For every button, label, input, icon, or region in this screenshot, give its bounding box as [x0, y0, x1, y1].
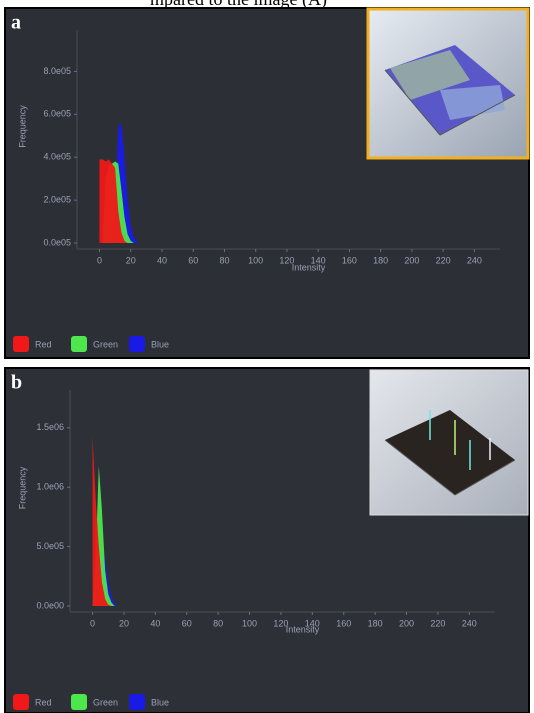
y-tick-label: 5.0e05 — [36, 541, 64, 551]
y-tick-label: 0.0e00 — [36, 600, 64, 610]
panel-label: a — [11, 12, 21, 34]
x-tick-label: 0 — [97, 255, 102, 265]
panel-label: b — [11, 372, 22, 394]
legend-label: Red — [35, 697, 52, 707]
y-tick-label: 2.0e05 — [43, 194, 71, 204]
inset-b — [370, 370, 528, 515]
legend-swatch — [13, 694, 29, 710]
x-tick-label: 0 — [90, 618, 95, 628]
y-axis-title: Frequency — [17, 466, 27, 509]
x-tick-label: 20 — [119, 618, 129, 628]
y-tick-label: 1.0e06 — [36, 482, 64, 492]
y-tick-label: 4.0e05 — [43, 152, 71, 162]
y-axis-title: Frequency — [17, 105, 27, 148]
x-tick-label: 160 — [342, 255, 357, 265]
y-tick-label: 0.0e05 — [43, 237, 71, 247]
x-tick-label: 60 — [188, 255, 198, 265]
legend-label: Blue — [151, 339, 169, 349]
legend-swatch — [71, 336, 87, 352]
figure: mpared to the image (A) a0.0e052.0e054.0… — [0, 0, 534, 713]
x-tick-label: 160 — [336, 618, 351, 628]
x-tick-label: 20 — [126, 255, 136, 265]
x-tick-label: 200 — [399, 618, 414, 628]
inset-a — [368, 9, 528, 158]
x-axis-title: Intensity — [292, 262, 326, 272]
x-tick-label: 220 — [436, 255, 451, 265]
page: mpared to the image (A) a0.0e052.0e054.0… — [0, 0, 534, 713]
x-tick-label: 100 — [248, 255, 263, 265]
y-tick-label: 8.0e05 — [43, 66, 71, 76]
legend-swatch — [129, 694, 145, 710]
legend-swatch — [13, 336, 29, 352]
x-tick-label: 80 — [219, 255, 229, 265]
x-tick-label: 200 — [404, 255, 419, 265]
legend-swatch — [129, 336, 145, 352]
x-tick-label: 40 — [157, 255, 167, 265]
x-tick-label: 240 — [467, 255, 482, 265]
y-tick-label: 1.5e06 — [36, 422, 64, 432]
x-tick-label: 180 — [368, 618, 383, 628]
legend-swatch — [71, 694, 87, 710]
y-tick-label: 6.0e05 — [43, 109, 71, 119]
x-tick-label: 240 — [462, 618, 477, 628]
legend-label: Green — [93, 339, 118, 349]
x-tick-label: 40 — [150, 618, 160, 628]
x-tick-label: 180 — [373, 255, 388, 265]
legend-label: Blue — [151, 697, 169, 707]
legend-label: Green — [93, 697, 118, 707]
x-tick-label: 80 — [213, 618, 223, 628]
x-tick-label: 100 — [242, 618, 257, 628]
x-tick-label: 60 — [182, 618, 192, 628]
x-axis-title: Intensity — [286, 624, 320, 634]
x-tick-label: 220 — [430, 618, 445, 628]
legend-label: Red — [35, 339, 52, 349]
